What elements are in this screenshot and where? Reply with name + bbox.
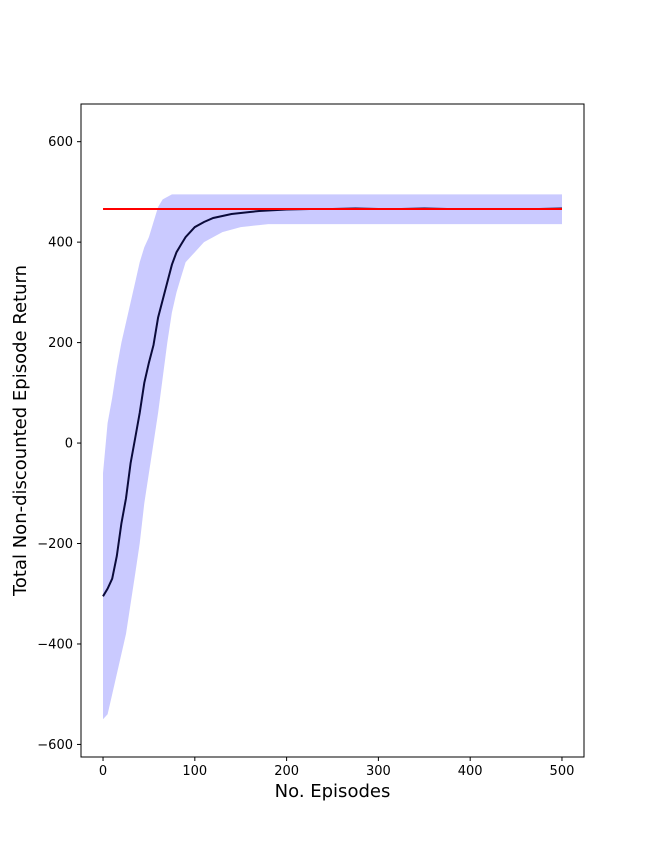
y-tick-label: 600 bbox=[48, 135, 73, 150]
x-tick-label: 0 bbox=[99, 764, 107, 779]
y-axis-title: Total Non-discounted Episode Return bbox=[10, 265, 31, 597]
axes: 0 100 200 300 400 500 −600 −400 −200 0 200 400 600 bbox=[37, 135, 574, 779]
y-tick-label: 0 bbox=[65, 437, 73, 452]
x-tick-label: 400 bbox=[458, 764, 483, 779]
y-tick-label: −200 bbox=[37, 537, 73, 552]
y-tick-label: −400 bbox=[37, 637, 73, 652]
x-tick-label: 300 bbox=[366, 764, 391, 779]
x-tick-label: 500 bbox=[550, 764, 575, 779]
x-axis-title: No. Episodes bbox=[275, 781, 391, 802]
x-tick-label: 100 bbox=[182, 764, 207, 779]
y-tick-label: −600 bbox=[37, 738, 73, 753]
spread-band bbox=[103, 194, 562, 720]
y-tick-label: 400 bbox=[48, 236, 73, 251]
plot-frame bbox=[80, 103, 585, 758]
x-tick-label: 200 bbox=[274, 764, 299, 779]
plot-area bbox=[102, 194, 563, 720]
y-tick-label: 200 bbox=[48, 336, 73, 351]
